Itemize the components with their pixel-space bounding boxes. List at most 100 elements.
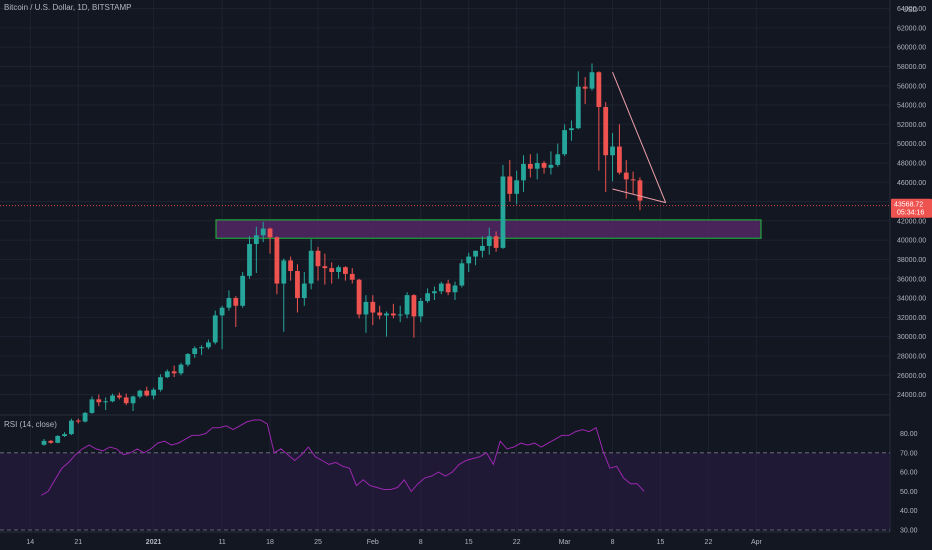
candle-up[interactable] <box>500 164 506 249</box>
candle-body[interactable] <box>301 283 307 299</box>
candle-up[interactable] <box>62 432 67 438</box>
candle-up[interactable] <box>438 281 444 295</box>
candle-body[interactable] <box>151 389 156 396</box>
candle-up[interactable] <box>418 298 424 323</box>
candle-body[interactable] <box>308 250 314 284</box>
candle-body[interactable] <box>178 364 184 374</box>
candle-body[interactable] <box>610 146 615 156</box>
candle-body[interactable] <box>41 440 47 445</box>
candle-down[interactable] <box>343 266 348 281</box>
candle-up[interactable] <box>308 239 314 290</box>
candle-body[interactable] <box>137 390 143 397</box>
rsi-title[interactable]: RSI (14, close) <box>4 420 57 429</box>
candle-body[interactable] <box>630 179 636 181</box>
candle-down[interactable] <box>171 365 177 378</box>
candle-up[interactable] <box>185 353 191 367</box>
candle-down[interactable] <box>75 418 81 424</box>
candle-down[interactable] <box>617 124 622 175</box>
candle-down[interactable] <box>630 171 636 194</box>
candle-down[interactable] <box>288 256 293 281</box>
candle-up[interactable] <box>459 259 465 288</box>
candle-body[interactable] <box>486 236 492 246</box>
candle-down[interactable] <box>637 177 643 211</box>
candle-up[interactable] <box>103 397 109 410</box>
candle-up[interactable] <box>130 395 136 411</box>
candle-body[interactable] <box>473 250 478 257</box>
candle-down[interactable] <box>267 227 273 254</box>
support-zone-box[interactable] <box>215 219 762 239</box>
candle-body[interactable] <box>281 260 287 284</box>
candle-down[interactable] <box>493 231 499 252</box>
candle-down[interactable] <box>377 305 383 320</box>
candle-up[interactable] <box>199 345 204 355</box>
support-zone-layer[interactable] <box>215 219 762 239</box>
candle-body[interactable] <box>260 228 266 236</box>
candle-up[interactable] <box>521 155 526 192</box>
candle-body[interactable] <box>356 279 362 315</box>
candle-body[interactable] <box>116 395 122 398</box>
candle-down[interactable] <box>48 439 54 444</box>
candle-up[interactable] <box>41 438 47 446</box>
candle-body[interactable] <box>514 180 520 194</box>
candle-body[interactable] <box>411 295 417 317</box>
candle-up[interactable] <box>178 362 184 376</box>
candle-up[interactable] <box>562 124 567 157</box>
candle-down[interactable] <box>582 77 588 105</box>
symbol-title[interactable]: Bitcoin / U.S. Dollar, 1D, BITSTAMP <box>4 3 132 12</box>
drawings[interactable] <box>0 72 890 207</box>
candle-down[interactable] <box>507 160 513 202</box>
candle-body[interactable] <box>370 301 376 313</box>
candle-up[interactable] <box>206 339 211 350</box>
trend-line[interactable] <box>612 188 666 204</box>
candle-down[interactable] <box>295 264 300 313</box>
candle-body[interactable] <box>158 377 163 390</box>
candle-body[interactable] <box>418 300 424 317</box>
candle-up[interactable] <box>110 393 115 403</box>
candle-body[interactable] <box>343 267 348 274</box>
candle-body[interactable] <box>274 237 280 284</box>
candle-body[interactable] <box>82 412 88 422</box>
rsi-pane[interactable] <box>0 419 890 531</box>
candle-up[interactable] <box>384 311 389 337</box>
candle-up[interactable] <box>253 226 259 273</box>
candle-body[interactable] <box>582 86 588 89</box>
candle-up[interactable] <box>301 271 307 306</box>
candles[interactable] <box>41 63 643 446</box>
candle-up[interactable] <box>575 71 581 130</box>
candle-body[interactable] <box>507 176 513 194</box>
candle-body[interactable] <box>322 266 328 269</box>
candle-body[interactable] <box>48 440 54 443</box>
candle-down[interactable] <box>527 154 533 178</box>
candle-body[interactable] <box>96 399 102 403</box>
candle-body[interactable] <box>240 275 246 306</box>
candle-up[interactable] <box>466 252 472 272</box>
candle-body[interactable] <box>171 371 177 374</box>
candle-body[interactable] <box>206 342 211 348</box>
candle-up[interactable] <box>480 236 485 258</box>
candle-down[interactable] <box>144 386 150 397</box>
candle-down[interactable] <box>603 102 609 192</box>
candle-body[interactable] <box>110 395 115 402</box>
candle-down[interactable] <box>233 296 239 327</box>
candle-body[interactable] <box>637 180 643 201</box>
candle-body[interactable] <box>267 228 273 238</box>
candle-up[interactable] <box>589 63 595 91</box>
candle-up[interactable] <box>89 396 95 414</box>
candle-down[interactable] <box>116 392 122 400</box>
candle-up[interactable] <box>555 143 561 167</box>
candle-up[interactable] <box>363 295 369 333</box>
candle-up[interactable] <box>486 227 492 255</box>
candle-body[interactable] <box>103 401 109 403</box>
candle-body[interactable] <box>589 72 595 89</box>
candle-down[interactable] <box>390 303 396 319</box>
candle-down[interactable] <box>322 253 328 285</box>
candle-up[interactable] <box>158 374 163 392</box>
candle-body[interactable] <box>617 146 622 173</box>
candle-body[interactable] <box>527 163 533 169</box>
candle-body[interactable] <box>253 235 259 245</box>
candle-down[interactable] <box>123 393 129 406</box>
candle-up[interactable] <box>219 305 225 350</box>
candle-body[interactable] <box>541 162 547 168</box>
candle-body[interactable] <box>75 420 81 422</box>
